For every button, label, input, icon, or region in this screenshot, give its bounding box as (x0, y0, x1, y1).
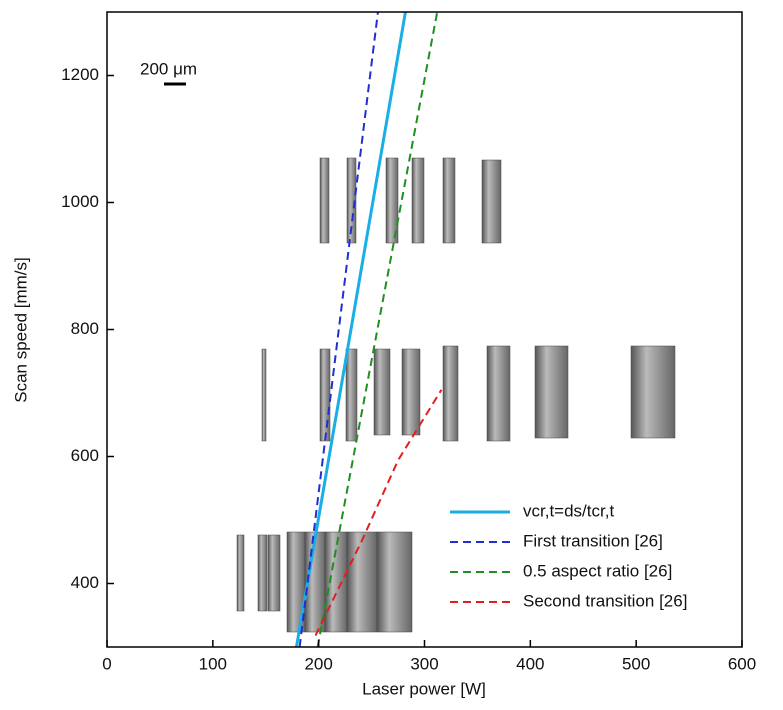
series-line (316, 11, 439, 648)
legend-label: 0.5 aspect ratio [26] (523, 561, 672, 580)
y-tick-label: 400 (71, 573, 99, 592)
legend-label: Second transition [26] (523, 591, 687, 610)
x-tick-label: 400 (516, 654, 544, 673)
y-tick-label: 600 (71, 446, 99, 465)
plot-frame (106, 11, 743, 648)
x-axis-title: Laser power [W] (362, 679, 486, 698)
plot (294, 11, 443, 648)
micrographs (236, 157, 676, 633)
y-tick-label: 1000 (61, 192, 99, 211)
x-tick-label: 300 (410, 654, 438, 673)
series-line (294, 11, 407, 648)
series-line (298, 11, 379, 648)
legend-label: First transition [26] (523, 531, 663, 550)
x-tick-label: 600 (728, 654, 756, 673)
x-tick-label: 200 (304, 654, 332, 673)
x-tick-label: 100 (199, 654, 227, 673)
x-tick-label: 500 (622, 654, 650, 673)
scale-label: 200 μm (140, 59, 197, 78)
legend-label: vcr,t=ds/tcr,t (523, 501, 614, 520)
x-tick-label: 0 (102, 654, 111, 673)
y-axis-title: Scan speed [mm/s] (11, 257, 30, 403)
y-tick-label: 800 (71, 319, 99, 338)
y-tick-label: 1200 (61, 65, 99, 84)
series-line (314, 389, 443, 637)
